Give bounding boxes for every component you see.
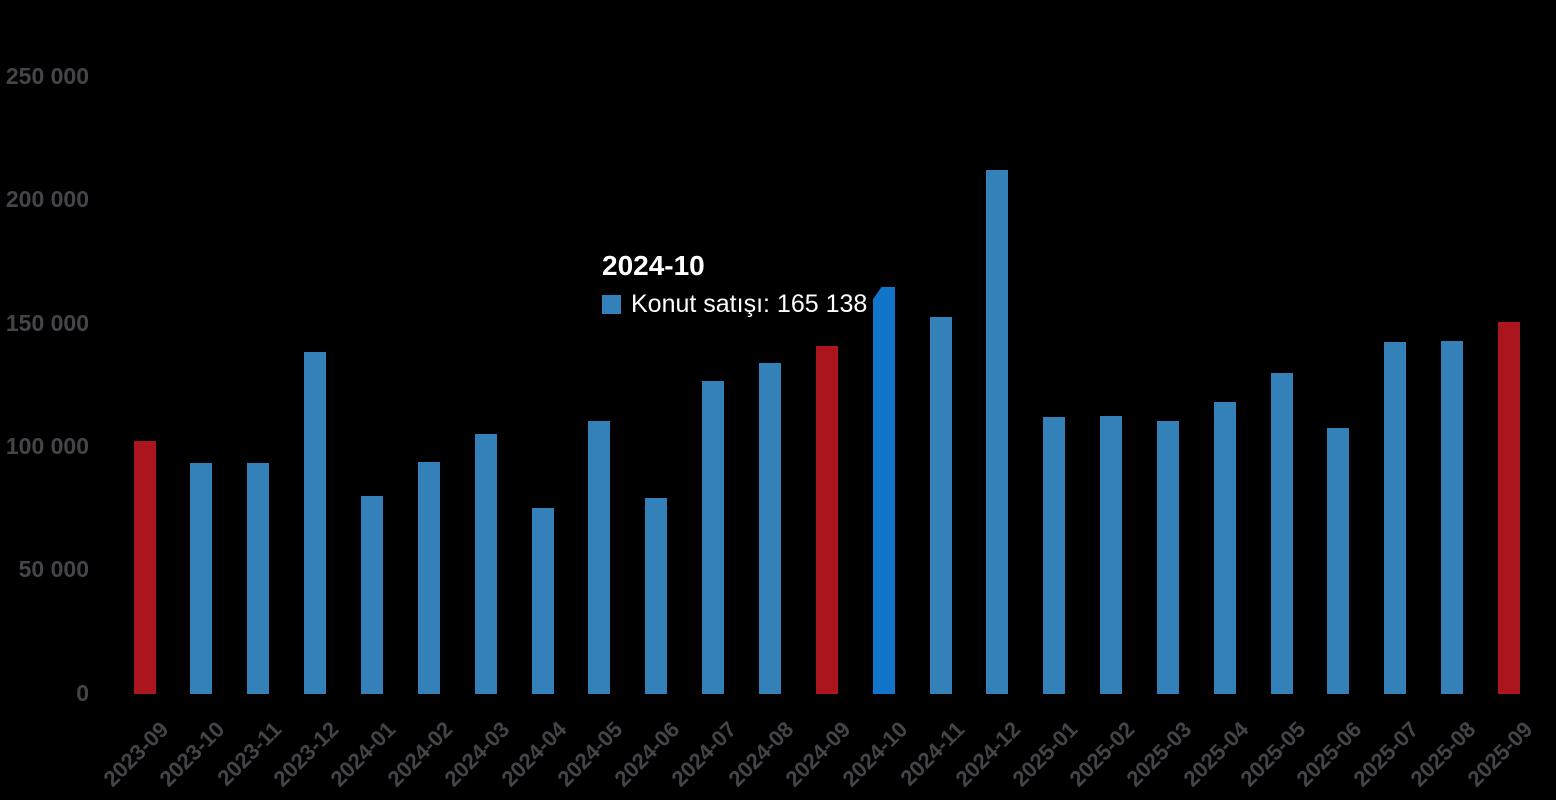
bar-2024-07[interactable] (702, 380, 725, 694)
tooltip-series-text: Konut satışı: 165 138 (631, 290, 868, 318)
bar-2023-12[interactable] (304, 352, 327, 694)
bar-2024-04[interactable] (531, 507, 554, 694)
bar-2024-08[interactable] (758, 363, 781, 694)
y-axis-label: 0 (76, 679, 89, 706)
bar-2024-05[interactable] (588, 421, 611, 694)
bar-2025-04[interactable] (1213, 402, 1236, 694)
tooltip-series-marker-icon (602, 295, 621, 314)
y-axis-label: 250 000 (5, 63, 89, 89)
y-axis-label: 100 000 (5, 432, 89, 459)
bar-2024-06[interactable] (645, 497, 668, 694)
bar-2025-02[interactable] (1100, 415, 1123, 694)
bar-2023-10[interactable] (190, 462, 213, 694)
bar-2025-08[interactable] (1441, 340, 1464, 694)
bar-2025-06[interactable] (1327, 428, 1350, 694)
bar-2024-10[interactable] (872, 286, 895, 694)
bar-2024-03[interactable] (474, 434, 497, 694)
bar-2025-07[interactable] (1384, 341, 1407, 694)
bar-2024-01[interactable] (361, 495, 383, 694)
bar-2025-05[interactable] (1270, 373, 1293, 694)
bar-2024-09[interactable] (815, 346, 838, 694)
bar-2025-01[interactable] (1043, 417, 1066, 694)
y-axis-label: 150 000 (5, 309, 89, 336)
y-axis-label: 50 000 (18, 556, 89, 583)
tooltip-title: 2024-10 (602, 250, 705, 281)
bar-2024-11[interactable] (929, 316, 952, 694)
bar-2023-09[interactable] (133, 440, 156, 694)
bar-2025-09[interactable] (1498, 321, 1520, 694)
bar-2023-11[interactable] (247, 463, 270, 694)
y-axis-label: 200 000 (5, 186, 89, 213)
bar-2024-12[interactable] (986, 169, 1009, 694)
tooltip-row: Konut satışı: 165 138 (602, 291, 867, 318)
bar-2025-03[interactable] (1156, 420, 1179, 694)
tooltip: 2024-10 Konut satışı: 165 138 (602, 250, 867, 318)
bar-2024-02[interactable] (417, 462, 440, 694)
tooltip-callout (872, 286, 882, 300)
